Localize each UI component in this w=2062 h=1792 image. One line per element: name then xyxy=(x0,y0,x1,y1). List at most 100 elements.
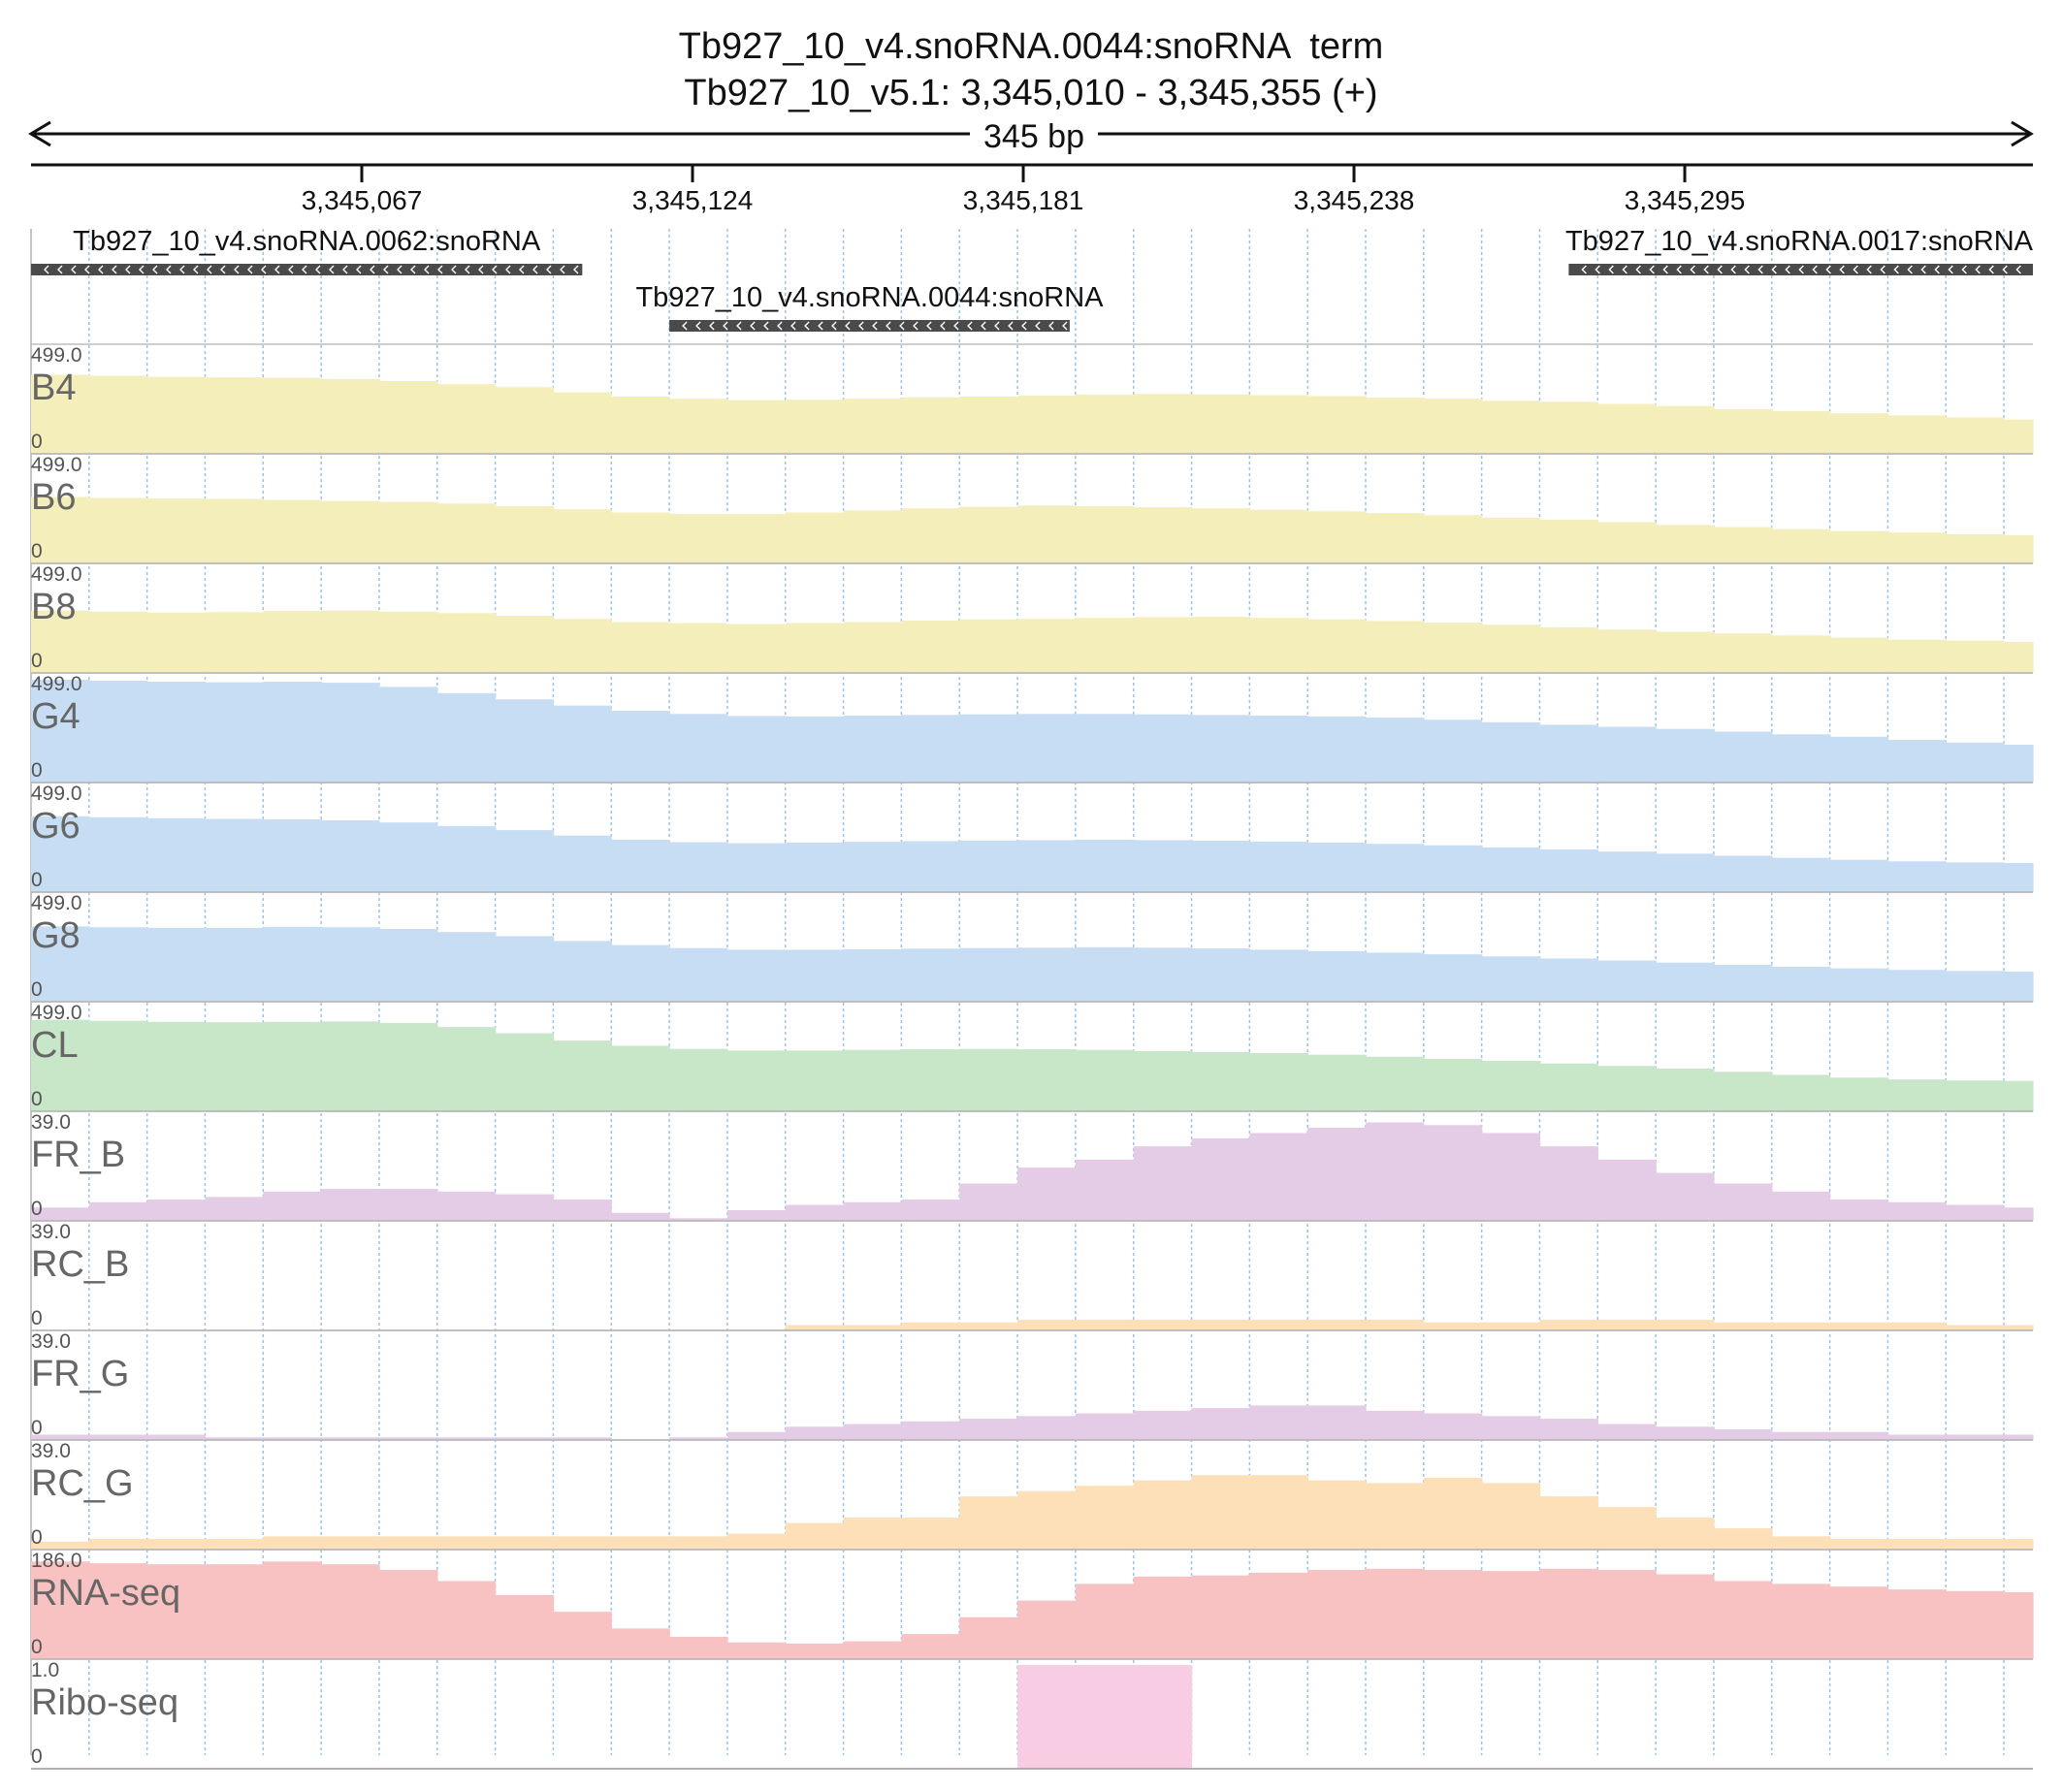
coverage-bar xyxy=(1946,1539,2005,1550)
coverage-bar xyxy=(1133,507,1193,563)
coverage-bar xyxy=(1887,1589,1947,1659)
coverage-bar xyxy=(1597,403,1657,454)
gene-body[interactable] xyxy=(669,320,1070,332)
coverage-bar xyxy=(436,825,497,892)
coverage-bar xyxy=(205,612,264,673)
coverage-bar xyxy=(378,928,438,1002)
strand-chevron-icon xyxy=(84,265,90,274)
coverage-bar xyxy=(1713,633,1773,673)
coverage-bar xyxy=(1017,505,1077,563)
track-rc-b: 39.0RC_B 0 xyxy=(31,1220,2034,1331)
signal-tracks: 499.0B40499.0B60499.0B80499.0G40499.0G60… xyxy=(31,343,2034,1770)
gene-feature[interactable]: Tb927_10_v4.snoRNA.0062:snoRNA xyxy=(31,226,583,275)
coverage-bar xyxy=(1191,1408,1250,1440)
coverage-bar xyxy=(378,501,438,563)
strand-chevron-icon xyxy=(886,321,891,331)
strand-chevron-icon xyxy=(1866,265,1872,274)
coverage-bar xyxy=(205,1564,264,1659)
coverage-bar xyxy=(378,1569,438,1659)
coverage-bar xyxy=(1771,1536,1831,1550)
coverage-bar xyxy=(88,1539,148,1550)
coverage-bar xyxy=(263,499,322,563)
coverage-bar xyxy=(669,714,728,783)
coverage-bar xyxy=(1713,1429,1773,1440)
coverage-bar xyxy=(263,611,322,673)
strand-chevron-icon xyxy=(329,265,335,274)
coverage-bar xyxy=(436,503,497,563)
coverage-bar xyxy=(88,1434,148,1440)
coverage-bar xyxy=(495,936,555,1002)
strand-chevron-icon xyxy=(179,265,185,274)
coverage-bar xyxy=(1771,1074,1831,1111)
coverage-bar xyxy=(1017,840,1077,892)
strand-chevron-icon xyxy=(818,321,823,331)
coverage-bar xyxy=(1539,401,1598,454)
coverage-bar xyxy=(1423,1322,1483,1330)
coverage-bar xyxy=(378,1437,438,1440)
coverage-bar xyxy=(1771,411,1831,454)
coverage-bar xyxy=(1133,1050,1193,1111)
coverage-bar xyxy=(1656,1069,1715,1111)
strand-chevron-icon xyxy=(342,265,348,274)
coverage-bar xyxy=(1539,724,1598,783)
track-name-label: FR_B xyxy=(31,1135,125,1175)
track-min-label: 0 xyxy=(31,540,43,562)
coverage-bar xyxy=(1481,956,1541,1002)
coverage-bar xyxy=(726,949,787,1002)
gene-body[interactable] xyxy=(31,264,583,275)
coverage-bar xyxy=(553,1612,612,1659)
coverage-bar xyxy=(669,1048,728,1111)
coverage-bar xyxy=(726,513,787,563)
strand-chevron-icon xyxy=(1948,265,1953,274)
coverage-bar xyxy=(1191,617,1250,673)
coverage-bar xyxy=(31,610,90,673)
coverage-bar xyxy=(263,377,322,454)
strand-chevron-icon xyxy=(1798,265,1804,274)
strand-chevron-icon xyxy=(1988,265,1994,274)
coverage-bar xyxy=(1075,946,1135,1002)
coverage-bar xyxy=(1597,1320,1657,1330)
coverage-bar xyxy=(959,1496,1018,1550)
coverage-bar xyxy=(321,500,380,563)
coverage-bar xyxy=(31,1019,90,1111)
gene-feature[interactable]: Tb927_10_v4.snoRNA.0044:snoRNA xyxy=(635,282,1104,332)
coverage-bar xyxy=(1771,528,1831,563)
track-name-label: B6 xyxy=(31,477,76,518)
coverage-bar xyxy=(1946,1325,2005,1330)
coverage-bar xyxy=(321,1189,380,1221)
coverage-bar xyxy=(611,1212,670,1221)
coverage-bar xyxy=(553,705,612,783)
coverage-bar xyxy=(959,1322,1018,1330)
track-b4: 499.0B4 0 xyxy=(31,343,2034,455)
coverage-bar xyxy=(726,1210,787,1221)
coverage-bar xyxy=(1946,742,2005,783)
coverage-bar xyxy=(31,1561,90,1659)
coverage-bar xyxy=(553,941,612,1002)
coverage-bar xyxy=(31,1541,90,1550)
strand-chevron-icon xyxy=(777,321,783,331)
gene-feature[interactable]: Tb927_10_v4.snoRNA.0017:snoRNA xyxy=(1565,226,2034,275)
coverage-bar xyxy=(436,932,497,1002)
coverage-bar xyxy=(1017,1665,1077,1769)
coverage-bar xyxy=(1133,1576,1193,1659)
coverage-bar xyxy=(321,820,380,892)
coverage-bar xyxy=(1423,1477,1483,1550)
coverage-bar xyxy=(1829,1539,1889,1550)
gene-body[interactable] xyxy=(1568,264,2033,275)
coverage-bar xyxy=(553,509,612,563)
track-max-label: 1.0 xyxy=(31,1659,59,1681)
coverage-bar xyxy=(1075,839,1135,892)
strand-chevron-icon xyxy=(1021,321,1027,331)
strand-chevron-icon xyxy=(831,321,837,331)
coverage-bar xyxy=(2004,1591,2034,1659)
strand-chevron-icon xyxy=(1062,321,1068,331)
coverage-bar xyxy=(1133,714,1193,783)
coverage-bar xyxy=(1249,1572,1308,1659)
coverage-bar xyxy=(1481,1483,1541,1550)
coverage-bar xyxy=(1656,962,1715,1002)
coverage-bar xyxy=(785,1522,845,1550)
strand-chevron-icon xyxy=(519,265,525,274)
coverage-bar xyxy=(1887,532,1947,563)
coverage-bar xyxy=(1191,841,1250,892)
coverage-bar xyxy=(1946,971,2005,1002)
